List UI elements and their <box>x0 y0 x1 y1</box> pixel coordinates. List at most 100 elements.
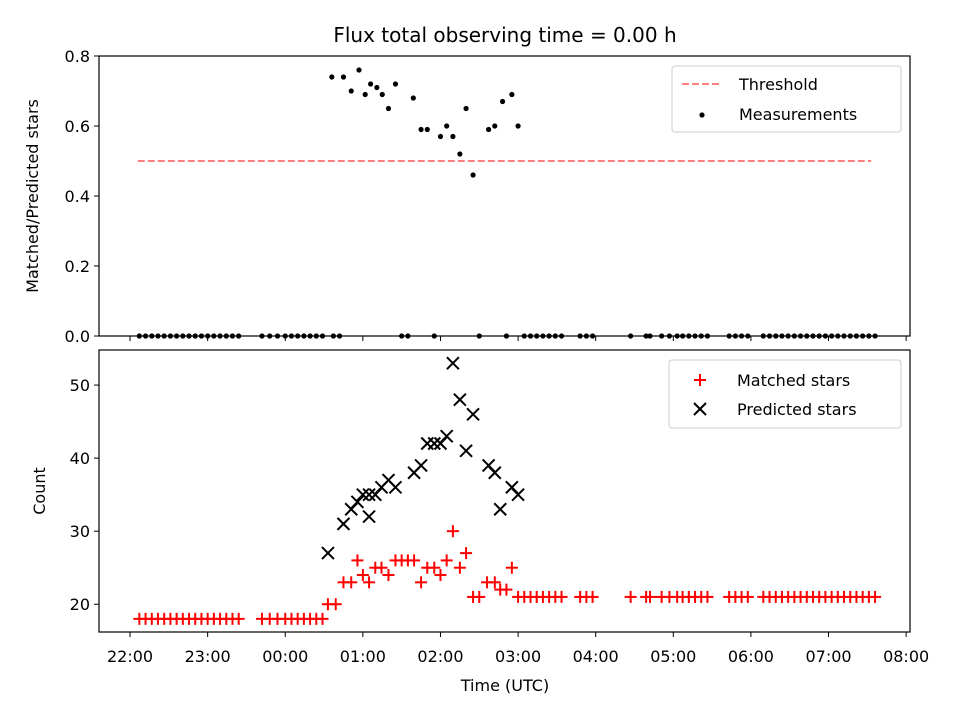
measurement-point <box>643 333 649 339</box>
measurement-point <box>659 333 665 339</box>
measurement-point <box>295 333 301 339</box>
measurement-point <box>229 333 236 339</box>
measurement-point <box>174 333 180 339</box>
bottom-x-tick-label: 08:00 <box>883 647 929 666</box>
measurement-point <box>540 333 546 339</box>
bottom-x-tick-label: 05:00 <box>650 647 696 666</box>
legend-measurements-swatch <box>699 112 705 118</box>
measurement-point <box>362 91 368 98</box>
matched-star-point <box>316 612 329 625</box>
measurement-point <box>399 333 405 339</box>
measurement-point <box>431 333 437 339</box>
bottom-x-axis: 22:00 23:00 00:00 01:00 02:00 03:00 04:00 05:00… <box>107 632 929 666</box>
measurement-point <box>835 333 841 339</box>
matched-star-point <box>440 554 453 567</box>
bottom-y-axis: 20 30 40 50 <box>70 376 99 614</box>
measurement-point <box>589 333 596 339</box>
predicted-star-point <box>350 495 365 509</box>
matched-stars-points <box>133 525 882 625</box>
measurement-point <box>785 333 791 339</box>
measurement-point <box>515 123 521 129</box>
bottom-y-axis-label: Count <box>30 467 49 515</box>
legend-measurements-label: Measurements <box>739 105 857 124</box>
measurement-point <box>577 333 583 339</box>
measurement-point <box>810 333 816 339</box>
top-y-tick-label: 0.2 <box>65 257 90 276</box>
matched-star-point <box>586 590 599 603</box>
measurement-point <box>356 67 362 73</box>
matched-star-point <box>869 590 882 603</box>
measurement-point <box>410 95 416 101</box>
bottom-y-tick-label: 50 <box>70 376 90 395</box>
bottom-x-tick-label: 02:00 <box>417 647 463 666</box>
measurement-point <box>348 88 354 94</box>
legend-matched-label: Matched stars <box>737 371 850 390</box>
measurement-point <box>392 81 399 87</box>
measurement-point <box>509 91 515 98</box>
top-y-tick-label: 0.6 <box>65 117 90 136</box>
measurement-point <box>444 123 450 129</box>
top-x-axis <box>129 336 907 341</box>
measurement-point <box>211 333 217 339</box>
measurement-point <box>476 333 482 339</box>
measurement-point <box>155 333 161 339</box>
matched-star-point <box>356 569 369 582</box>
measurement-point <box>499 98 506 105</box>
matched-star-point <box>624 590 637 603</box>
matched-star-point <box>453 561 466 574</box>
measurement-point <box>745 333 751 339</box>
measurement-point <box>797 333 804 339</box>
measurement-point <box>368 81 374 87</box>
measurement-point <box>274 333 281 339</box>
bottom-x-axis-label: Time (UTC) <box>460 676 549 695</box>
matched-star-point <box>505 561 518 574</box>
matched-star-point <box>232 612 245 625</box>
measurement-point <box>198 333 205 339</box>
measurement-point <box>558 333 565 339</box>
bottom-panel-frame <box>98 349 911 633</box>
bottom-x-tick-label: 22:00 <box>107 647 153 666</box>
measurement-point <box>760 333 766 339</box>
measurement-point <box>288 333 295 339</box>
matched-star-point <box>351 554 364 567</box>
predicted-star-point <box>356 487 370 502</box>
bottom-y-tick-label: 20 <box>70 595 90 614</box>
bottom-legend-box <box>668 359 902 429</box>
measurement-point <box>732 333 738 339</box>
measurement-point <box>552 333 558 339</box>
top-y-tick-label: 0.4 <box>65 187 90 206</box>
matched-star-point <box>500 583 513 596</box>
matched-star-point <box>644 590 657 603</box>
measurement-point <box>872 333 878 339</box>
matched-star-point <box>363 576 376 589</box>
top-y-tick-label: 0.8 <box>65 47 90 66</box>
measurement-point <box>418 126 424 133</box>
legend-predicted-swatch <box>693 402 707 416</box>
matched-star-point <box>415 576 428 589</box>
measurement-point <box>816 333 822 339</box>
predicted-star-point <box>459 444 473 458</box>
top-panel: 0.00.20.40.60.8 Matched/Predicted stars … <box>23 47 911 346</box>
matched-star-point <box>555 590 568 603</box>
measurement-point <box>282 333 288 339</box>
bottom-y-tick-label: 40 <box>70 449 90 468</box>
measurement-point <box>847 333 853 339</box>
bottom-x-tick-label: 07:00 <box>805 647 851 666</box>
measurement-point <box>485 126 492 133</box>
measurement-point <box>205 333 211 339</box>
measurement-point <box>186 333 192 339</box>
matched-star-point <box>446 525 459 538</box>
measurement-point <box>223 333 229 339</box>
measurement-point <box>766 333 773 339</box>
top-chart-title: Flux total observing time = 0.00 h <box>333 23 676 47</box>
measurement-point <box>259 333 265 339</box>
measurement-point <box>841 333 847 339</box>
measurement-point <box>680 333 686 339</box>
bottom-x-tick-label: 23:00 <box>185 647 231 666</box>
matched-star-point <box>375 561 388 574</box>
bottom-legend: Matched stars Predicted stars <box>668 359 902 429</box>
legend-threshold-label: Threshold <box>738 75 818 94</box>
measurement-point <box>666 333 673 339</box>
measurement-point <box>167 333 173 339</box>
